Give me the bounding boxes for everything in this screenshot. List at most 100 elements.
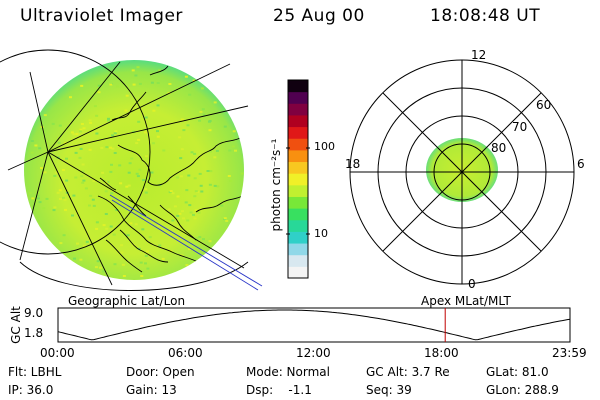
disk-speckle-pixel — [82, 127, 86, 130]
disk-speckle-pixel — [101, 171, 105, 174]
colorbar-unit-label: photon cm⁻²s⁻¹ — [269, 138, 283, 232]
disk-speckle-pixel — [209, 170, 213, 173]
disk-speckle-pixel — [38, 201, 42, 204]
disk-speckle-pixel — [193, 177, 197, 180]
gc-xtick-2359: 23:59 — [552, 346, 587, 360]
polar-panel — [349, 59, 575, 285]
disk-speckle-pixel — [111, 134, 114, 137]
disk-speckle-pixel — [71, 214, 74, 217]
disk-speckle-pixel — [193, 217, 197, 220]
disk-speckle-pixel — [199, 184, 203, 187]
disk-speckle-pixel — [63, 198, 67, 201]
disk-speckle-pixel — [104, 273, 108, 276]
disk-speckle-pixel — [134, 223, 138, 226]
disk-speckle-pixel — [109, 225, 113, 228]
disk-speckle-pixel — [141, 228, 145, 231]
disk-speckle-pixel — [198, 119, 202, 122]
disk-speckle-pixel — [69, 96, 72, 99]
disk-speckle-pixel — [215, 149, 219, 152]
disk-speckle-pixel — [137, 138, 141, 141]
disk-speckle-pixel — [213, 101, 217, 104]
disk-speckle-pixel — [125, 185, 129, 188]
gc-xtick-0600: 06:00 — [168, 346, 203, 360]
disk-speckle-pixel — [74, 176, 78, 179]
disk-speckle-pixel — [178, 212, 182, 215]
disk-speckle-pixel — [162, 149, 166, 152]
disk-speckle-pixel — [75, 133, 79, 136]
track-lines — [109, 194, 263, 291]
disk-speckle-pixel — [56, 191, 60, 194]
disk-speckle-pixel — [144, 131, 148, 134]
disk-speckle-pixel — [144, 262, 147, 265]
disk-speckle-pixel — [220, 204, 224, 207]
disk-speckle-pixel — [82, 179, 86, 182]
disk-speckle-pixel — [89, 194, 93, 197]
colorbar-segment — [288, 114, 308, 128]
disk-speckle-pixel — [52, 209, 56, 212]
disk-speckle-pixel — [122, 275, 126, 277]
info-filter: Flt: LBHL — [8, 365, 62, 379]
disk-speckle-pixel — [138, 168, 142, 171]
disk-speckle-pixel — [127, 184, 131, 187]
disk-speckle-pixel — [118, 164, 122, 167]
disk-speckle-pixel — [188, 204, 192, 207]
mlt-label-6: 6 — [577, 157, 585, 171]
disk-speckle-pixel — [79, 147, 83, 150]
disk-speckle-pixel — [116, 85, 120, 88]
disk-speckle-pixel — [74, 151, 78, 154]
disk-speckle-pixel — [57, 141, 61, 144]
disk-speckle-pixel — [200, 87, 204, 90]
colorbar-segment — [288, 161, 308, 174]
disk-speckle-pixel — [104, 190, 108, 193]
disk-speckle-pixel — [152, 109, 156, 112]
disk-speckle-pixel — [30, 151, 34, 154]
mlat-label-80: 80 — [491, 141, 507, 155]
disk-speckle-pixel — [179, 175, 183, 178]
disk-speckle-pixel — [180, 148, 184, 151]
disk-speckle-pixel — [84, 187, 88, 190]
disk-speckle-pixel — [169, 190, 173, 193]
disk-speckle-pixel — [158, 69, 161, 72]
disk-speckle-pixel — [151, 142, 155, 145]
colorbar-segment — [288, 243, 308, 256]
disk-speckle-pixel — [113, 152, 117, 154]
disk-speckle-pixel — [62, 234, 66, 237]
disk-speckle-pixel — [137, 120, 141, 123]
mlat-label-60: 60 — [536, 98, 552, 112]
disk-speckle-pixel — [55, 171, 59, 174]
disk-speckle-pixel — [53, 174, 57, 177]
disk-speckle-pixel — [82, 244, 86, 247]
disk-speckle-pixel — [156, 130, 159, 133]
disk-speckle-pixel — [142, 179, 146, 182]
disk-speckle-pixel — [231, 145, 235, 148]
gc-xtick-0000: 00:00 — [40, 346, 75, 360]
disk-speckle-pixel — [158, 244, 162, 247]
polar-panel-label: Apex MLat/MLT — [421, 294, 511, 308]
disk-speckle-pixel — [240, 172, 244, 175]
disk-speckle-pixel — [193, 152, 197, 155]
disk-speckle-pixel — [213, 184, 217, 187]
disk-speckle-pixel — [115, 208, 119, 211]
disk-speckle-pixel — [201, 108, 205, 111]
disk-speckle-pixel — [176, 87, 180, 90]
disk-speckle-pixel — [138, 82, 142, 85]
disk-speckle-pixel — [135, 172, 139, 175]
gc-alt-plot — [57, 307, 571, 343]
disk-speckle-pixel — [42, 207, 46, 210]
disk-speckle-pixel — [72, 194, 76, 197]
info-glon: GLon: 288.9 — [486, 383, 559, 397]
disk-speckle-pixel — [53, 206, 57, 209]
disk-speckle-pixel — [134, 74, 138, 77]
gc-xtick-1200: 12:00 — [296, 346, 331, 360]
disk-speckle-pixel — [58, 189, 62, 192]
disk-speckle-pixel — [76, 242, 79, 245]
disk-speckle-pixel — [110, 163, 113, 166]
disk-speckle-pixel — [89, 121, 93, 124]
disk-speckle-pixel — [64, 208, 67, 211]
disk-speckle-pixel — [120, 244, 124, 247]
disk-speckle-pixel — [139, 261, 143, 264]
colorbar-segment — [288, 208, 308, 221]
disk-speckle-pixel — [150, 171, 154, 174]
disk-speckle-pixel — [80, 123, 84, 125]
gc-xtick-1800: 18:00 — [424, 346, 459, 360]
